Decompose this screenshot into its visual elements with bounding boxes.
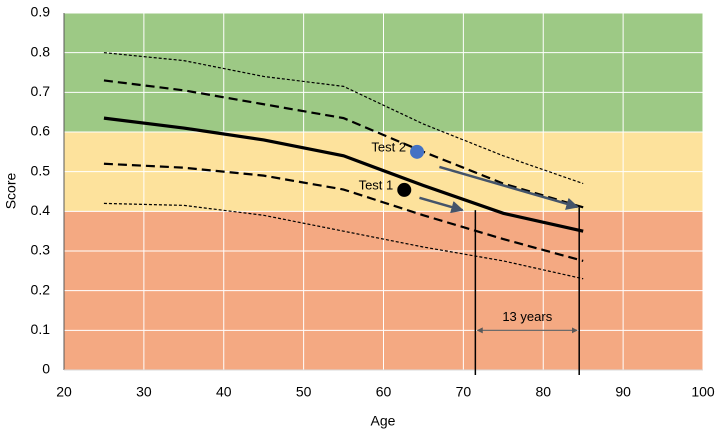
y-tick-label: 0.8 xyxy=(31,43,51,59)
y-tick-label: 0.7 xyxy=(31,83,51,99)
x-tick-label: 60 xyxy=(376,384,392,400)
line xyxy=(103,52,584,185)
line xyxy=(103,116,584,233)
arrow xyxy=(439,165,579,210)
line xyxy=(103,79,584,209)
y-tick-label: 0.3 xyxy=(31,242,51,258)
line xyxy=(103,202,584,280)
y-tick-label: 0.1 xyxy=(31,321,51,337)
arrow xyxy=(419,196,464,214)
x-axis-label: Age xyxy=(371,413,396,429)
line xyxy=(103,162,584,262)
y-tick-label: 0 xyxy=(42,361,50,377)
x-tick-label: 20 xyxy=(56,384,72,400)
point-label: Test 2 xyxy=(371,139,406,154)
y-tick-label: 0.9 xyxy=(31,4,51,20)
x-tick-label: 30 xyxy=(136,384,152,400)
x-tick-label: 100 xyxy=(691,384,715,400)
x-tick-label: 40 xyxy=(216,384,232,400)
y-tick-label: 0.2 xyxy=(31,281,51,297)
x-tick-label: 50 xyxy=(296,384,312,400)
y-tick-label: 0.6 xyxy=(31,123,51,139)
test-point xyxy=(397,182,412,197)
test-point xyxy=(410,144,425,159)
y-tick-label: 0.5 xyxy=(31,162,51,178)
point-label: Test 1 xyxy=(359,177,394,192)
x-tick-label: 90 xyxy=(615,384,631,400)
x-tick-label: 80 xyxy=(535,384,551,400)
y-tick-label: 0.4 xyxy=(31,202,51,218)
y-axis-label: Score xyxy=(3,173,19,210)
x-tick-label: 70 xyxy=(456,384,472,400)
interval-label: 13 years xyxy=(502,309,552,324)
